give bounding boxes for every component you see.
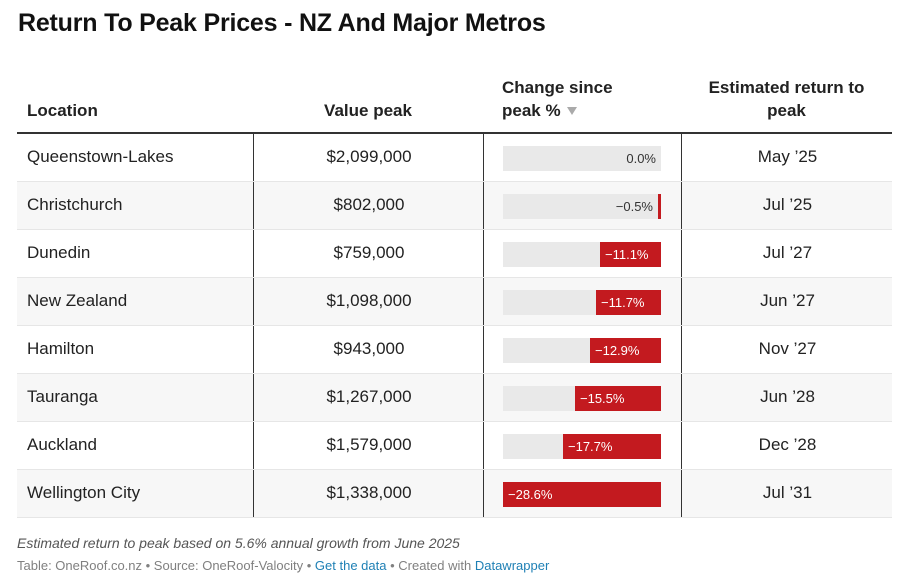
estimated-return-cell: Jul ’31 (681, 470, 893, 517)
footer-source: Table: OneRoof.co.nz • Source: OneRoof-V… (17, 558, 315, 573)
column-header-change-line1: Change since (502, 78, 613, 97)
change-value-label: 0.0% (626, 151, 656, 166)
location-cell: Wellington City (27, 483, 141, 502)
change-bar-track: −15.5% (503, 386, 661, 411)
change-cell: −11.7% (483, 278, 682, 325)
change-value-label: −17.7% (568, 439, 613, 454)
table-row: Wellington City $1,338,000 −28.6% Jul ’31 (17, 470, 892, 518)
column-header-return-line1: Estimated return to (708, 78, 865, 97)
column-header-change-since-peak[interactable]: Change since peak % (502, 76, 672, 122)
footer: Table: OneRoof.co.nz • Source: OneRoof-V… (17, 558, 549, 573)
change-cell: −28.6% (483, 470, 682, 517)
change-cell: −15.5% (483, 374, 682, 421)
location-cell: Christchurch (27, 195, 123, 214)
change-bar-track: 0.0% (503, 146, 661, 171)
change-value-label: −15.5% (580, 391, 625, 406)
change-bar-track: −0.5% (503, 194, 661, 219)
value-peak-cell: $1,338,000 (253, 470, 484, 517)
change-cell: 0.0% (483, 134, 682, 181)
table-row: Tauranga $1,267,000 −15.5% Jun ’28 (17, 374, 892, 422)
table-note: Estimated return to peak based on 5.6% a… (17, 535, 460, 551)
page-title: Return To Peak Prices - NZ And Major Met… (18, 9, 546, 37)
change-value-label: −11.7% (601, 295, 645, 310)
change-bar-fill (600, 242, 661, 267)
value-peak-cell: $2,099,000 (253, 134, 484, 181)
change-value-label: −12.9% (595, 343, 640, 358)
value-peak-cell: $1,579,000 (253, 422, 484, 469)
change-bar-fill (563, 434, 661, 459)
change-bar-track: −11.1% (503, 242, 661, 267)
table-body: Queenstown-Lakes $2,099,000 0.0% May ’25 Chr… (17, 134, 892, 518)
location-cell: Queenstown-Lakes (27, 147, 174, 166)
value-peak-cell: $802,000 (253, 182, 484, 229)
location-cell: New Zealand (27, 291, 128, 310)
table-header: Location Value peak Change since peak % … (17, 74, 892, 134)
change-bar-fill (503, 482, 661, 507)
change-bar-track: −12.9% (503, 338, 661, 363)
change-bar-fill (658, 194, 661, 219)
estimated-return-cell: Jul ’27 (681, 230, 893, 277)
change-value-label: −28.6% (508, 487, 553, 502)
change-value-label: −11.1% (605, 247, 649, 262)
location-cell: Dunedin (27, 243, 91, 262)
estimated-return-cell: May ’25 (681, 134, 893, 181)
value-peak-cell: $943,000 (253, 326, 484, 373)
location-cell: Auckland (27, 435, 97, 454)
change-cell: −0.5% (483, 182, 682, 229)
column-header-return-line2: peak (767, 101, 806, 120)
column-header-estimated-return[interactable]: Estimated return to peak (681, 76, 892, 122)
value-peak-cell: $1,267,000 (253, 374, 484, 421)
value-peak-cell: $759,000 (253, 230, 484, 277)
footer-created-with: • Created with (386, 558, 475, 573)
change-bar-track: −17.7% (503, 434, 661, 459)
estimated-return-cell: Jul ’25 (681, 182, 893, 229)
sort-descending-icon[interactable] (566, 107, 577, 115)
table-row: New Zealand $1,098,000 −11.7% Jun ’27 (17, 278, 892, 326)
get-the-data-link[interactable]: Get the data (314, 558, 387, 573)
table-row: Hamilton $943,000 −12.9% Nov ’27 (17, 326, 892, 374)
change-bar-track: −28.6% (503, 482, 661, 507)
change-bar-fill (596, 290, 661, 315)
datawrapper-link[interactable]: Datawrapper (474, 558, 550, 573)
column-header-location[interactable]: Location (27, 101, 98, 120)
estimated-return-cell: Dec ’28 (681, 422, 893, 469)
change-value-label: −0.5% (615, 199, 653, 214)
table-row: Christchurch $802,000 −0.5% Jul ’25 (17, 182, 892, 230)
change-cell: −17.7% (483, 422, 682, 469)
change-bar-track: −11.7% (503, 290, 661, 315)
table-row: Dunedin $759,000 −11.1% Jul ’27 (17, 230, 892, 278)
estimated-return-cell: Jun ’28 (681, 374, 893, 421)
change-cell: −12.9% (483, 326, 682, 373)
change-bar-fill (590, 338, 661, 363)
location-cell: Tauranga (27, 387, 98, 406)
change-cell: −11.1% (483, 230, 682, 277)
column-header-change-line2: peak % (502, 101, 561, 120)
column-header-value-peak[interactable]: Value peak (324, 101, 412, 120)
table-row: Auckland $1,579,000 −17.7% Dec ’28 (17, 422, 892, 470)
table-row: Queenstown-Lakes $2,099,000 0.0% May ’25 (17, 134, 892, 182)
change-bar-fill (575, 386, 661, 411)
estimated-return-cell: Nov ’27 (681, 326, 893, 373)
value-peak-cell: $1,098,000 (253, 278, 484, 325)
estimated-return-cell: Jun ’27 (681, 278, 893, 325)
location-cell: Hamilton (27, 339, 95, 358)
